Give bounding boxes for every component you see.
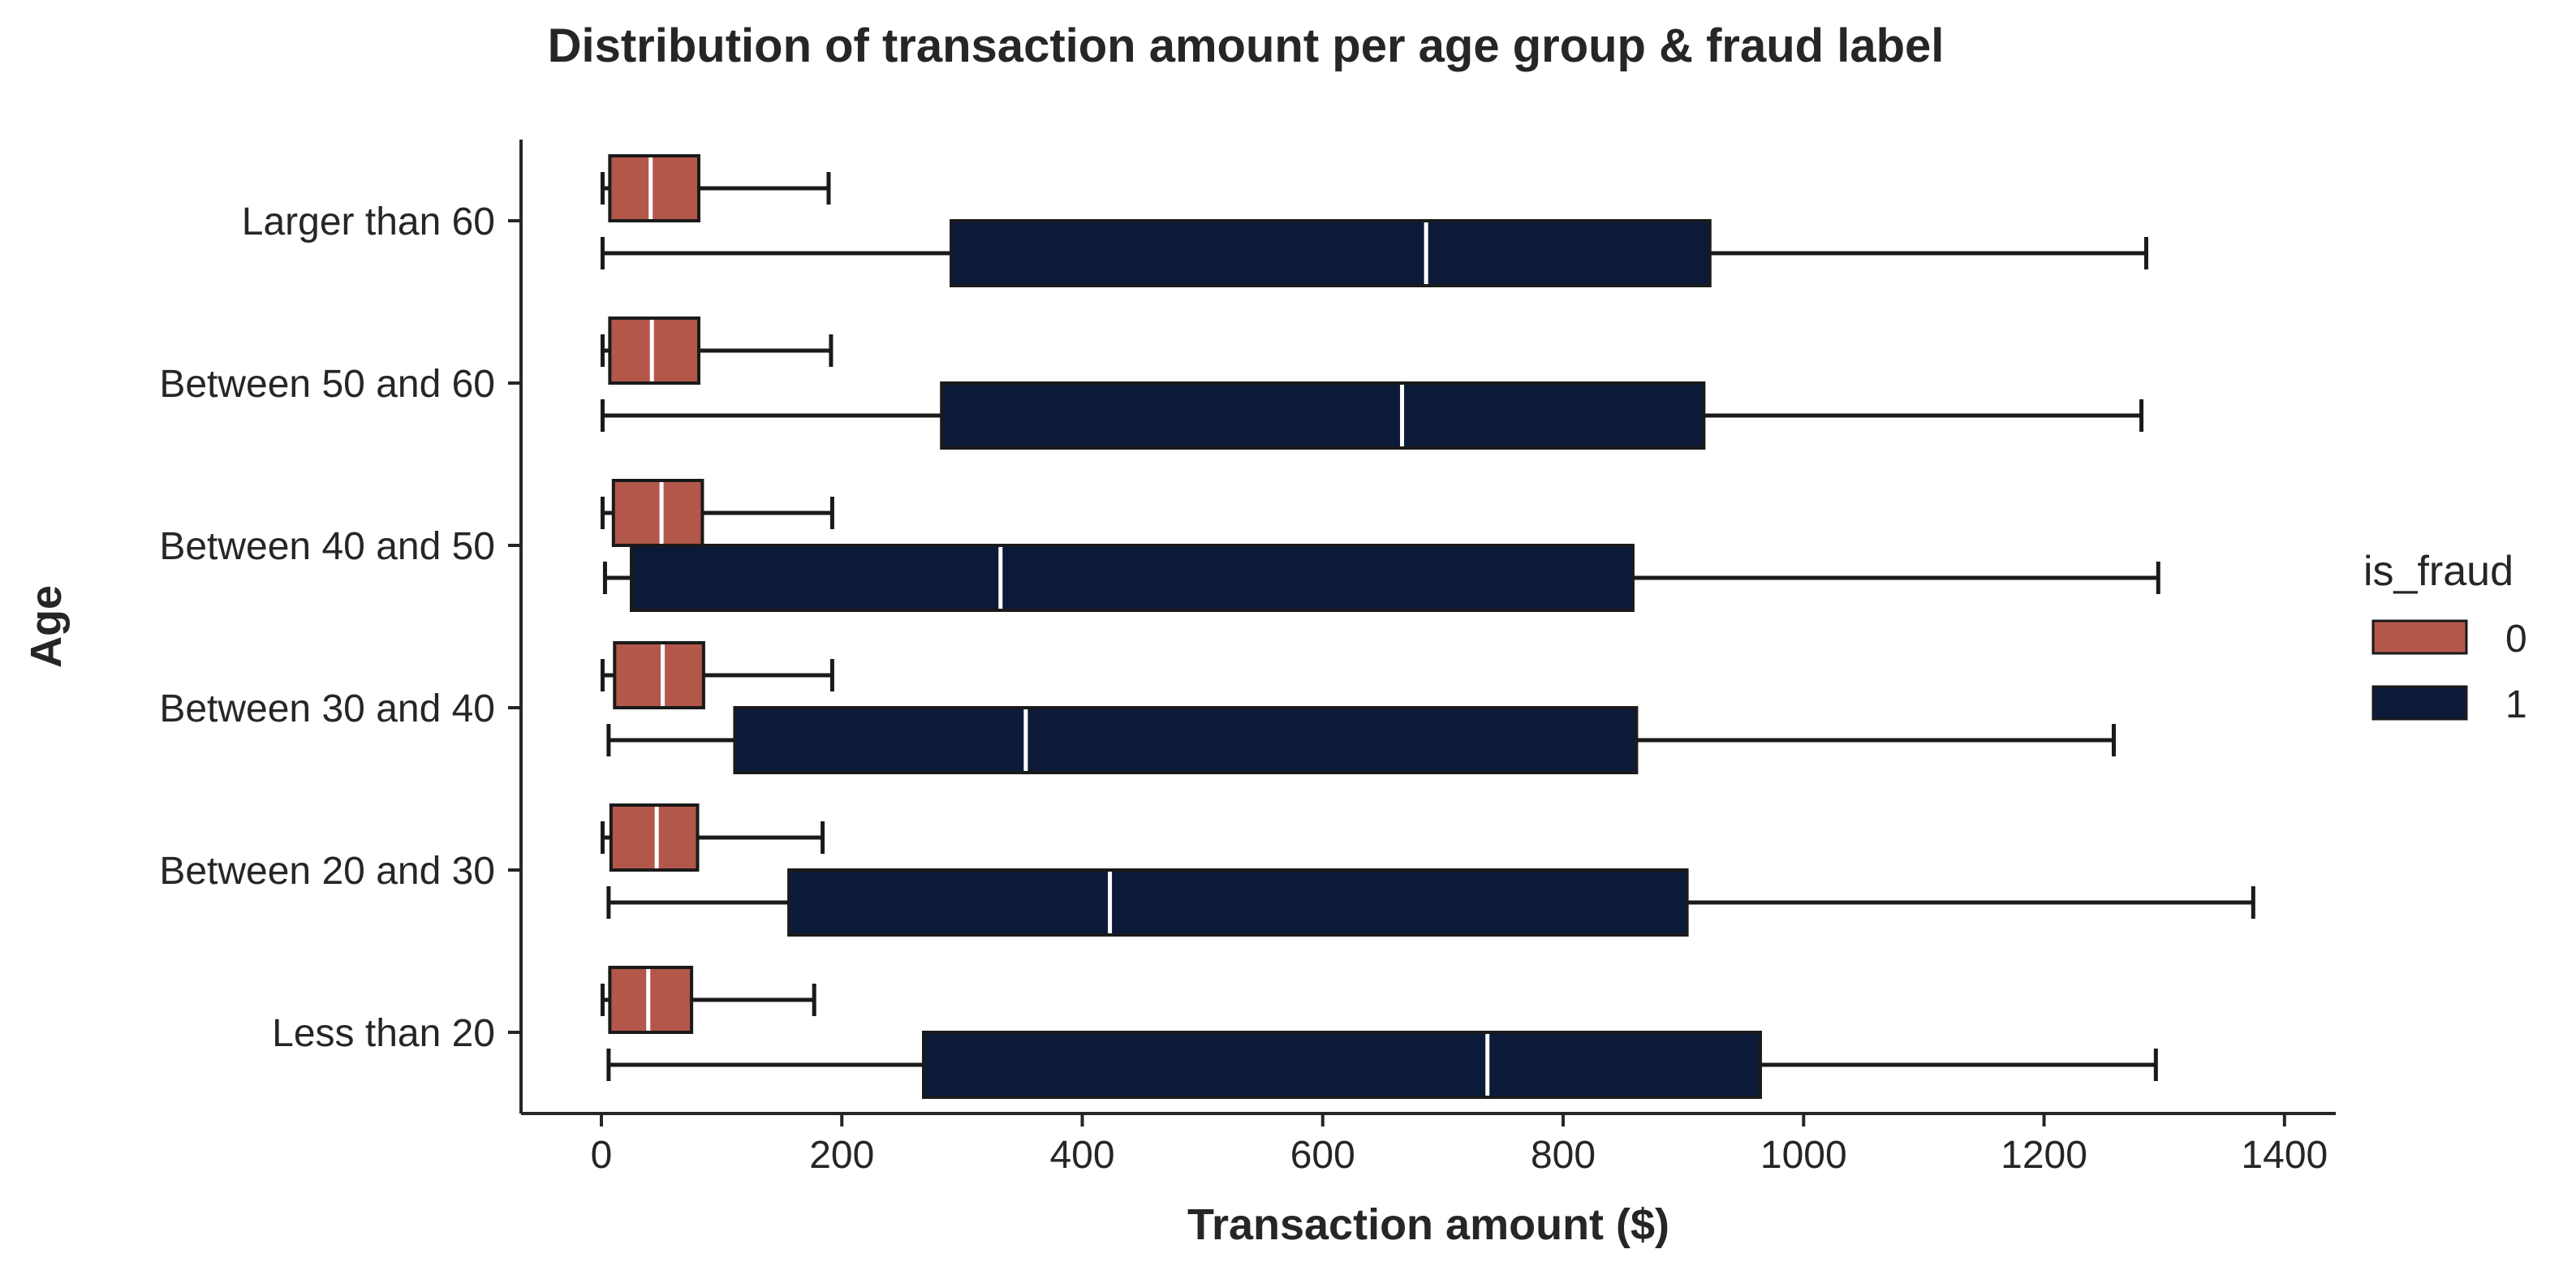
y-tick-label: Between 30 and 40 [159,687,495,730]
x-tick-label: 1200 [2001,1134,2087,1177]
box-group-0 [600,479,834,547]
x-tick-label: 0 [591,1134,613,1177]
legend-title: is_fraud [2363,548,2514,595]
plot-area: 0 200 400 600 800 1000 1200 1400 Larger than 60… [159,140,2336,1177]
x-axis-title: Transaction amount ($) [1187,1200,1669,1249]
legend-label-1: 1 [2505,683,2527,726]
legend-label-0: 0 [2505,618,2527,661]
box-iqr [921,1031,1762,1099]
boxes-layer [600,154,2255,1099]
x-tick-label: 400 [1049,1134,1114,1177]
x-ticks: 0 200 400 600 800 1000 1200 1400 [591,1113,2328,1177]
x-tick-label: 800 [1531,1134,1596,1177]
box-iqr [609,803,700,872]
box-group-0 [600,803,825,872]
x-tick-label: 600 [1290,1134,1355,1177]
box-group-1 [606,1031,2158,1099]
box-iqr [787,868,1689,937]
box-iqr [613,641,705,709]
box-group-0 [600,966,816,1034]
box-group-1 [600,381,2144,450]
chart-title: Distribution of transaction amount per a… [548,19,1945,72]
legend-swatch-1 [2371,685,2468,721]
y-tick-label: Less than 20 [272,1012,495,1055]
box-group-1 [606,868,2255,937]
x-tick-label: 1400 [2241,1134,2328,1177]
y-tick-label: Between 50 and 60 [159,363,495,406]
x-tick-label: 1000 [1760,1134,1847,1177]
box-iqr [611,479,704,547]
x-tick-label: 200 [809,1134,874,1177]
box-iqr [608,317,700,385]
box-iqr [940,381,1706,450]
box-group-1 [600,219,2148,287]
box-iqr [950,219,1712,287]
box-group-0 [600,154,831,222]
legend-swatch-0 [2371,619,2468,655]
box-iqr [608,154,700,222]
box-group-0 [600,317,834,385]
box-iqr [630,544,1635,612]
y-tick-label: Between 40 and 50 [159,525,495,568]
y-tick-label: Between 20 and 30 [159,850,495,893]
y-axis-title: Age [22,585,71,668]
box-group-1 [602,544,2160,612]
legend: is_fraud 0 1 [2363,548,2527,726]
y-ticks: Larger than 60 Between 50 and 60 Between 4… [159,200,521,1055]
box-group-0 [600,641,834,709]
box-iqr [608,966,694,1034]
box-iqr [733,706,1639,774]
y-tick-label: Larger than 60 [242,200,495,243]
box-group-1 [606,706,2116,774]
